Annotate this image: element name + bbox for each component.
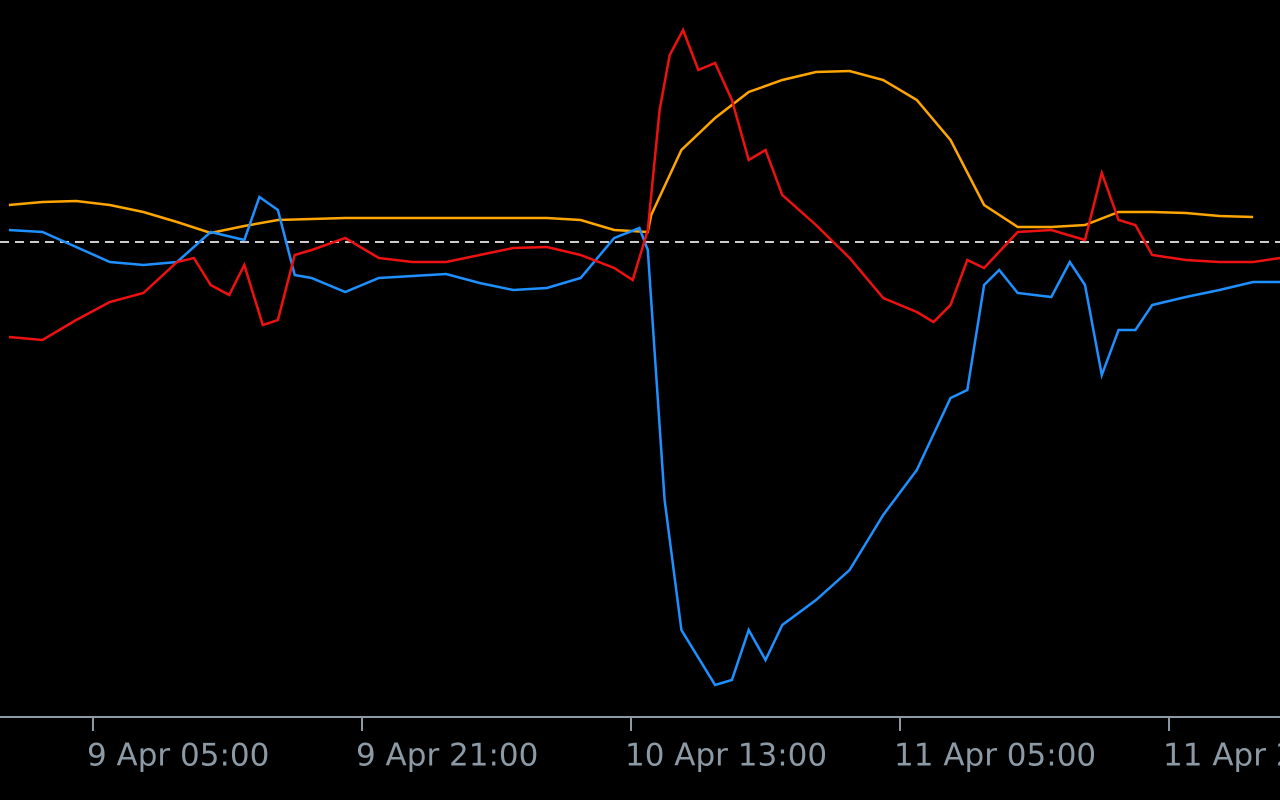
x-tick-label: 11 Apr 05:00 — [894, 738, 1096, 774]
x-tick-label: 9 Apr 05:00 — [87, 738, 269, 774]
series-line — [8, 26, 1280, 342]
x-tick-label: 11 Apr 21:00 — [1163, 738, 1280, 774]
x-tick-label: 10 Apr 13:00 — [625, 738, 827, 774]
x-tick-label: 9 Apr 21:00 — [356, 738, 538, 774]
series-line — [8, 195, 1280, 687]
series-line — [8, 69, 1254, 235]
